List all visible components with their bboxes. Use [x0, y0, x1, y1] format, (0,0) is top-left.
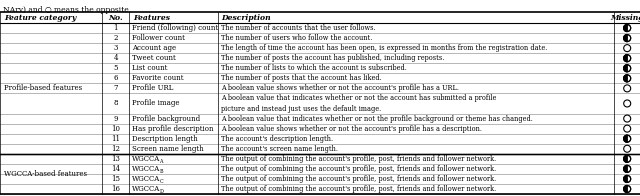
- Text: A: A: [159, 159, 163, 164]
- Text: 12: 12: [111, 145, 120, 153]
- Text: Profile URL: Profile URL: [132, 84, 173, 92]
- Circle shape: [624, 135, 630, 142]
- Circle shape: [624, 34, 630, 42]
- Text: 3: 3: [114, 44, 118, 52]
- Text: 16: 16: [111, 185, 120, 193]
- Text: The account's screen name length.: The account's screen name length.: [221, 145, 338, 153]
- Text: WGCCA: WGCCA: [132, 155, 161, 163]
- Circle shape: [624, 75, 630, 82]
- Text: The number of lists to which the account is subscribed.: The number of lists to which the account…: [221, 64, 406, 72]
- Text: Profile image: Profile image: [132, 100, 180, 107]
- Text: WGCCA: WGCCA: [132, 185, 161, 193]
- Polygon shape: [624, 135, 627, 142]
- Circle shape: [624, 24, 630, 32]
- Text: The number of users who follow the account.: The number of users who follow the accou…: [221, 34, 372, 42]
- Circle shape: [624, 55, 630, 62]
- Text: Friend (following) count: Friend (following) count: [132, 24, 218, 32]
- Text: Account age: Account age: [132, 44, 177, 52]
- Text: B: B: [159, 169, 163, 174]
- Text: 8: 8: [113, 100, 118, 107]
- Text: C: C: [159, 179, 163, 184]
- Text: Follower count: Follower count: [132, 34, 185, 42]
- Text: Profile background: Profile background: [132, 114, 200, 122]
- Circle shape: [624, 185, 630, 192]
- Text: List count: List count: [132, 64, 168, 72]
- Polygon shape: [624, 55, 627, 62]
- Text: The output of combining the account's profile, post, friends and follower networ: The output of combining the account's pr…: [221, 165, 496, 173]
- Circle shape: [624, 175, 630, 182]
- Text: WGCCA: WGCCA: [132, 175, 161, 183]
- Text: 1: 1: [113, 24, 118, 32]
- Text: A boolean value shows whether or not the account's profile has a URL.: A boolean value shows whether or not the…: [221, 84, 459, 92]
- Text: picture and instead just uses the default image.: picture and instead just uses the defaul…: [221, 104, 381, 113]
- Circle shape: [624, 65, 630, 72]
- Text: 10: 10: [111, 125, 120, 133]
- Text: 13: 13: [111, 155, 120, 163]
- Text: Tweet count: Tweet count: [132, 54, 176, 62]
- Text: 14: 14: [111, 165, 120, 173]
- Text: 7: 7: [113, 84, 118, 92]
- Text: NArv) and ○ means the opposite.: NArv) and ○ means the opposite.: [3, 6, 131, 14]
- Text: Screen name length: Screen name length: [132, 145, 204, 153]
- Text: Missing: Missing: [611, 14, 640, 22]
- Text: A boolean value that indicates whether or not the account has submitted a profil: A boolean value that indicates whether o…: [221, 94, 496, 103]
- Polygon shape: [624, 165, 627, 172]
- Polygon shape: [624, 155, 627, 162]
- Circle shape: [624, 155, 630, 162]
- Text: Description length: Description length: [132, 135, 198, 143]
- Text: Features: Features: [133, 14, 170, 22]
- Polygon shape: [624, 175, 627, 182]
- Text: Profile-based features: Profile-based features: [4, 84, 82, 92]
- Text: 5: 5: [113, 64, 118, 72]
- Polygon shape: [624, 75, 627, 82]
- Text: The output of combining the account's profile, post, friends and follower networ: The output of combining the account's pr…: [221, 155, 496, 163]
- Polygon shape: [624, 185, 627, 192]
- Text: Description: Description: [221, 14, 271, 22]
- Text: The number of posts that the account has liked.: The number of posts that the account has…: [221, 74, 381, 82]
- Text: 15: 15: [111, 175, 120, 183]
- Text: The output of combining the account's profile, post, friends and follower networ: The output of combining the account's pr…: [221, 185, 496, 193]
- Polygon shape: [624, 65, 627, 72]
- Text: WGCCA-based features: WGCCA-based features: [4, 170, 87, 178]
- Text: D: D: [159, 189, 163, 194]
- Text: 11: 11: [111, 135, 120, 143]
- Text: The number of posts the account has published, including reposts.: The number of posts the account has publ…: [221, 54, 444, 62]
- Text: The length of time the account has been open, is expressed in months from the re: The length of time the account has been …: [221, 44, 547, 52]
- Text: Feature category: Feature category: [4, 14, 76, 22]
- Text: Favorite count: Favorite count: [132, 74, 184, 82]
- Text: The output of combining the account's profile, post, friends and follower networ: The output of combining the account's pr…: [221, 175, 496, 183]
- Text: WGCCA: WGCCA: [132, 165, 161, 173]
- Text: 6: 6: [113, 74, 118, 82]
- Text: No.: No.: [109, 14, 123, 22]
- Text: 4: 4: [113, 54, 118, 62]
- Text: 2: 2: [113, 34, 118, 42]
- Text: The account's description length.: The account's description length.: [221, 135, 333, 143]
- Text: 9: 9: [113, 114, 118, 122]
- Text: The number of accounts that the user follows.: The number of accounts that the user fol…: [221, 24, 375, 32]
- Polygon shape: [624, 34, 627, 42]
- Text: Has profile description: Has profile description: [132, 125, 214, 133]
- Circle shape: [624, 165, 630, 172]
- Text: A boolean value shows whether or not the account's profile has a description.: A boolean value shows whether or not the…: [221, 125, 482, 133]
- Text: A boolean value that indicates whether or not the profile background or theme ha: A boolean value that indicates whether o…: [221, 114, 532, 122]
- Polygon shape: [624, 24, 627, 32]
